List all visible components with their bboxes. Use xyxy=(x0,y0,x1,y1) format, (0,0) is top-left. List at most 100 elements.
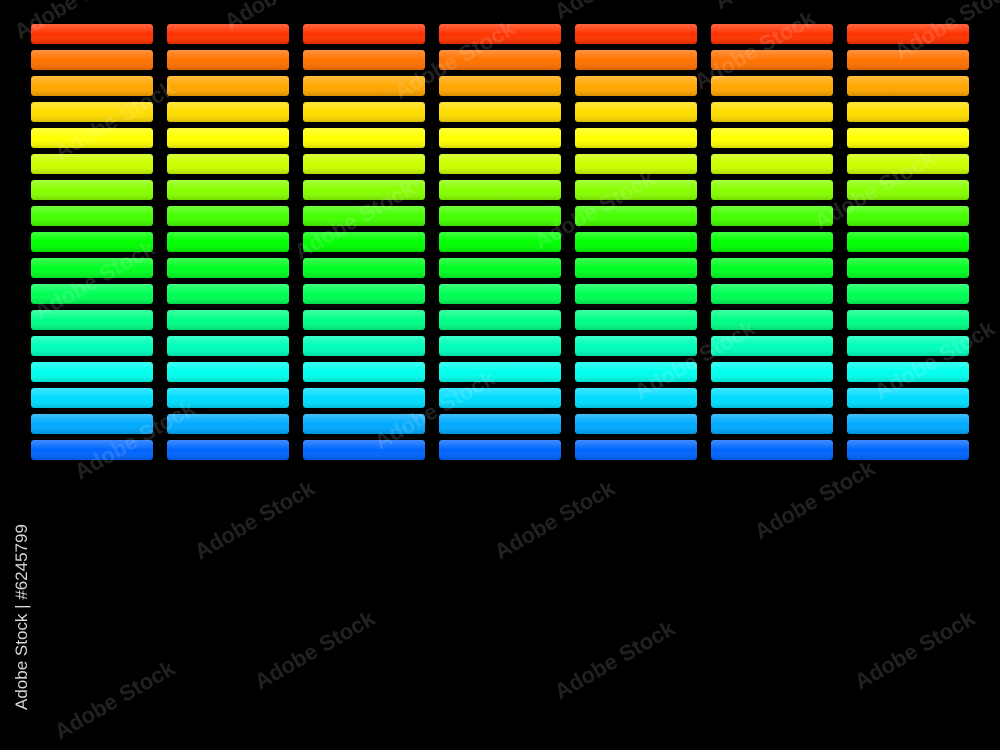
eq-segment-shine xyxy=(167,258,289,278)
eq-segment-shine xyxy=(575,50,697,70)
eq-segment-shine xyxy=(575,128,697,148)
eq-segment-shine xyxy=(31,232,153,252)
eq-segment-shine xyxy=(31,388,153,408)
eq-segment-shine xyxy=(303,102,425,122)
eq-segment-shine xyxy=(847,388,969,408)
eq-segment-shine xyxy=(711,336,833,356)
eq-segment-shine xyxy=(439,180,561,200)
eq-segment-shine xyxy=(711,180,833,200)
eq-segment-shine xyxy=(303,24,425,44)
eq-segment-shine xyxy=(439,336,561,356)
eq-segment-shine xyxy=(575,258,697,278)
eq-segment-shine xyxy=(439,414,561,434)
eq-segment-shine xyxy=(711,154,833,174)
eq-segment-shine xyxy=(575,284,697,304)
eq-segment-shine xyxy=(575,362,697,382)
eq-segment-shine xyxy=(31,258,153,278)
eq-segment-shine xyxy=(439,154,561,174)
eq-segment-shine xyxy=(847,128,969,148)
eq-segment-shine xyxy=(303,310,425,330)
eq-segment-shine xyxy=(575,310,697,330)
eq-segment-shine xyxy=(847,206,969,226)
eq-segment-shine xyxy=(575,24,697,44)
eq-segment-shine xyxy=(31,128,153,148)
eq-segment-shine xyxy=(167,440,289,460)
eq-segment-shine xyxy=(31,76,153,96)
eq-segment-shine xyxy=(303,388,425,408)
eq-segment-shine xyxy=(439,388,561,408)
eq-segment-shine xyxy=(575,76,697,96)
eq-segment-shine xyxy=(303,414,425,434)
eq-segment-shine xyxy=(711,388,833,408)
eq-segment-shine xyxy=(167,50,289,70)
eq-segment-shine xyxy=(847,440,969,460)
eq-segment-shine xyxy=(439,128,561,148)
eq-segment-shine xyxy=(575,206,697,226)
eq-segment-shine xyxy=(439,232,561,252)
eq-segment-shine xyxy=(711,232,833,252)
eq-segment-shine xyxy=(847,414,969,434)
eq-segment-shine xyxy=(167,76,289,96)
bar-grid xyxy=(31,24,969,460)
eq-segment-shine xyxy=(439,258,561,278)
eq-segment-shine xyxy=(711,284,833,304)
eq-segment-shine xyxy=(439,284,561,304)
eq-segment-shine xyxy=(31,50,153,70)
eq-segment-shine xyxy=(847,258,969,278)
eq-segment-shine xyxy=(303,258,425,278)
eq-segment-shine xyxy=(711,102,833,122)
eq-segment-shine xyxy=(575,336,697,356)
eq-segment-shine xyxy=(167,388,289,408)
eq-segment-shine xyxy=(439,362,561,382)
eq-segment-shine xyxy=(167,310,289,330)
eq-segment-shine xyxy=(31,284,153,304)
eq-segment-shine xyxy=(303,440,425,460)
eq-segment-shine xyxy=(303,206,425,226)
eq-segment-shine xyxy=(711,76,833,96)
eq-segment-shine xyxy=(847,76,969,96)
eq-segment-shine xyxy=(167,336,289,356)
eq-segment-shine xyxy=(575,414,697,434)
eq-segment-shine xyxy=(167,24,289,44)
eq-segment-shine xyxy=(711,206,833,226)
eq-segment-shine xyxy=(847,310,969,330)
eq-segment-shine xyxy=(575,154,697,174)
eq-segment-shine xyxy=(303,76,425,96)
eq-segment-shine xyxy=(303,362,425,382)
eq-segment-shine xyxy=(847,284,969,304)
eq-segment-shine xyxy=(847,50,969,70)
eq-segment-shine xyxy=(303,128,425,148)
eq-segment-shine xyxy=(167,232,289,252)
eq-segment-shine xyxy=(847,24,969,44)
eq-segment-shine xyxy=(303,154,425,174)
eq-segment-shine xyxy=(31,440,153,460)
eq-segment-shine xyxy=(31,310,153,330)
image-id-label: Adobe Stock | #6245799 xyxy=(12,524,31,710)
eq-segment-shine xyxy=(847,336,969,356)
eq-segment-shine xyxy=(711,50,833,70)
eq-segment-shine xyxy=(847,232,969,252)
eq-segment-shine xyxy=(711,310,833,330)
eq-segment-shine xyxy=(439,206,561,226)
eq-segment-shine xyxy=(439,102,561,122)
eq-segment-shine xyxy=(711,362,833,382)
eq-segment-shine xyxy=(439,50,561,70)
eq-segment-shine xyxy=(303,232,425,252)
eq-segment-shine xyxy=(847,180,969,200)
eq-segment-shine xyxy=(167,180,289,200)
eq-segment-shine xyxy=(303,284,425,304)
eq-segment-shine xyxy=(31,154,153,174)
eq-segment-shine xyxy=(711,24,833,44)
eq-segment-shine xyxy=(31,102,153,122)
eq-segment-shine xyxy=(167,128,289,148)
eq-segment-shine xyxy=(711,440,833,460)
eq-segment-shine xyxy=(847,362,969,382)
eq-segment-shine xyxy=(167,206,289,226)
eq-segment-shine xyxy=(575,388,697,408)
eq-segment-shine xyxy=(575,232,697,252)
eq-segment-shine xyxy=(31,206,153,226)
eq-segment-shine xyxy=(575,180,697,200)
eq-segment-shine xyxy=(711,414,833,434)
